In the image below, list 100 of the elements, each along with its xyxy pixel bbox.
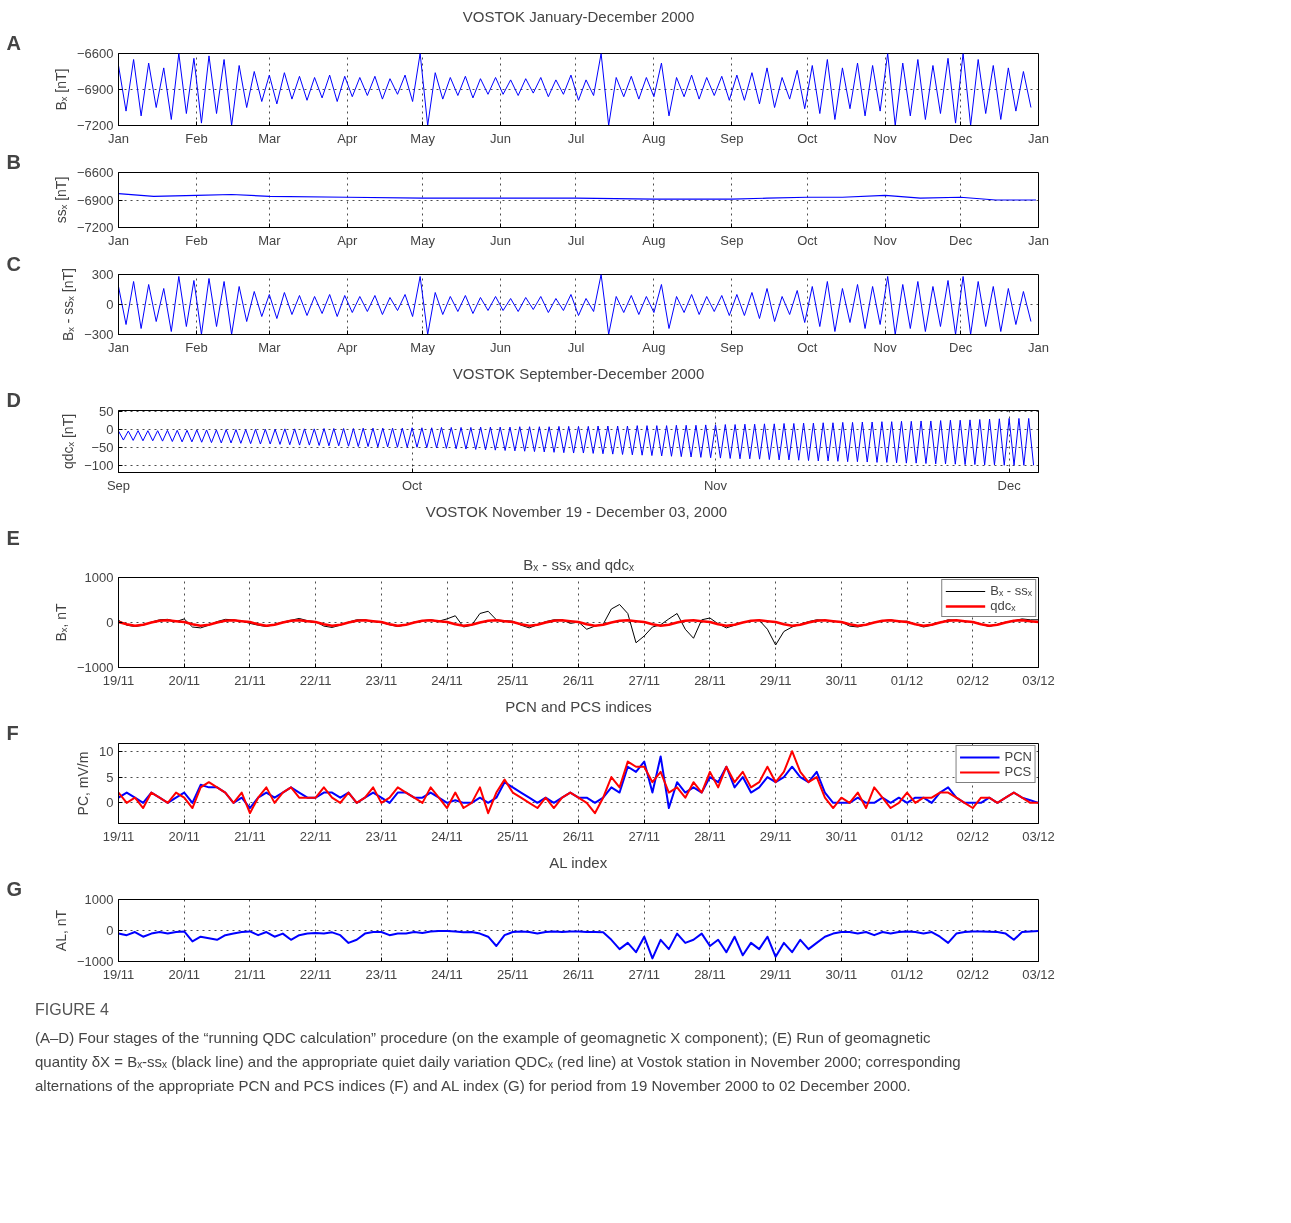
x-tick-label: 22/11: [299, 828, 332, 844]
x-tick-label: Apr: [337, 339, 359, 355]
x-tick-label: Jan: [1028, 130, 1049, 146]
x-tick-label: Feb: [185, 232, 208, 248]
x-tick-label: May: [410, 339, 436, 355]
x-tick-label: 24/11: [431, 828, 463, 844]
x-tick-label: 30/11: [825, 966, 858, 982]
x-tick-label: Jan: [1028, 232, 1049, 248]
x-tick-label: 28/11: [694, 672, 726, 688]
y-tick-label: −100: [84, 457, 114, 473]
y-tick-label: −1000: [76, 954, 114, 969]
y-axis-title: qdcₓ [nT]: [60, 413, 77, 470]
x-tick-label: 20/11: [168, 828, 201, 844]
x-tick-label: Sep: [106, 477, 131, 493]
x-tick-label: Dec: [949, 339, 973, 355]
x-tick-label: 27/11: [628, 828, 661, 844]
y-axis-title: ssₓ [nT]: [52, 176, 69, 224]
y-tick-label: 1000: [84, 570, 114, 585]
x-tick-label: Dec: [949, 232, 973, 248]
x-tick-label: 22/11: [299, 672, 332, 688]
y-tick-label: 50: [99, 403, 114, 419]
y-tick-label: 0: [106, 297, 114, 312]
x-tick-label: 01/12: [890, 828, 924, 844]
x-tick-label: Sep: [720, 130, 744, 146]
legend-label: PCN: [1004, 749, 1032, 764]
x-tick-label: Jul: [567, 130, 585, 146]
legend-label: qdcₓ: [990, 598, 1016, 613]
x-tick-label: 26/11: [562, 966, 595, 982]
x-tick-label: 21/11: [234, 828, 266, 844]
y-axis-title: Bₓ, nT: [52, 603, 69, 642]
y-tick-label: −6900: [76, 82, 114, 97]
y-tick-label: 300: [91, 267, 114, 282]
x-tick-label: Apr: [337, 232, 359, 248]
x-tick-label: Jan: [108, 232, 129, 248]
x-tick-label: Jan: [1028, 339, 1049, 355]
y-tick-label: −300: [84, 327, 114, 342]
x-tick-label: 03/12: [1022, 828, 1055, 844]
x-tick-label: Jul: [567, 339, 585, 355]
x-tick-label: Oct: [797, 232, 818, 248]
x-tick-label: 19/11: [102, 828, 135, 844]
x-tick-label: 27/11: [628, 966, 661, 982]
x-tick-label: Aug: [642, 232, 666, 248]
text: G: [6, 877, 23, 900]
x-tick-label: 28/11: [694, 828, 726, 844]
text: FIGURE 4: [35, 1000, 110, 1020]
y-tick-label: −6600: [76, 46, 114, 61]
x-tick-label: 02/12: [956, 966, 990, 982]
y-tick-label: −6900: [76, 192, 114, 208]
x-tick-label: Oct: [797, 339, 818, 355]
x-tick-label: May: [410, 232, 436, 248]
x-tick-label: 21/11: [234, 966, 266, 982]
line-series: [118, 192, 1037, 201]
y-axis-title: Bₓ - ssₓ [nT]: [60, 268, 77, 341]
y-tick-label: −7200: [76, 220, 114, 235]
x-tick-label: 26/11: [562, 828, 595, 844]
x-tick-label: 29/11: [759, 672, 792, 688]
text: alternations of the appropriate PCN and PCS indices (F) and AL index (G) for period from 19 November 2000 to 02 December 2000.: [35, 1075, 912, 1096]
x-tick-label: 26/11: [562, 672, 595, 688]
x-tick-label: 20/11: [168, 672, 201, 688]
x-tick-label: 02/12: [956, 672, 990, 688]
x-tick-label: 02/12: [956, 828, 990, 844]
y-tick-label: 0: [106, 795, 114, 811]
x-tick-label: 23/11: [365, 828, 398, 844]
x-tick-label: 24/11: [431, 966, 463, 982]
x-tick-label: 30/11: [825, 828, 858, 844]
x-tick-label: Mar: [258, 232, 282, 248]
x-tick-label: 23/11: [365, 966, 398, 982]
legend-label: Bₓ - ssₓ: [990, 583, 1032, 598]
y-axis-title: AL, nT: [52, 909, 69, 952]
text: F: [6, 721, 19, 744]
x-tick-label: Aug: [642, 130, 666, 146]
x-tick-label: 25/11: [497, 966, 529, 982]
text: (A–D) Four stages of the “running QDC calculation” procedure (on the example of geomagnetic X component); (E) Run of geomagnetic: [35, 1027, 932, 1048]
x-tick-label: Jul: [567, 232, 585, 248]
x-tick-label: Nov: [873, 232, 898, 248]
x-tick-label: 27/11: [628, 672, 661, 688]
text: E: [6, 526, 20, 549]
x-tick-label: 28/11: [694, 966, 726, 982]
x-tick-label: Feb: [185, 339, 208, 355]
x-tick-label: Jan: [108, 130, 129, 146]
x-tick-label: 03/12: [1022, 672, 1055, 688]
legend-label: PCS: [1004, 764, 1032, 779]
x-tick-label: 30/11: [825, 672, 858, 688]
x-tick-label: 29/11: [759, 966, 792, 982]
x-tick-label: 29/11: [759, 828, 792, 844]
x-tick-label: Jun: [490, 339, 512, 355]
text: quantity δX = Bₓ-ssₓ (black line) and the appropriate quiet daily variation QDCₓ (red line) at Vostok station in November 2000; corresponding: [35, 1051, 961, 1072]
x-tick-label: Jan: [108, 339, 129, 355]
x-tick-label: Dec: [949, 130, 973, 146]
x-tick-label: 19/11: [102, 672, 135, 688]
y-tick-label: 0: [106, 923, 114, 938]
y-tick-label: 10: [99, 743, 114, 759]
x-tick-label: Oct: [402, 477, 423, 493]
x-tick-label: 24/11: [431, 672, 463, 688]
y-tick-label: −6600: [76, 165, 114, 180]
line-series: [118, 417, 1035, 466]
x-tick-label: Mar: [258, 130, 282, 146]
line-series: [118, 274, 1032, 335]
text: D: [6, 388, 21, 411]
text: B: [6, 150, 21, 173]
